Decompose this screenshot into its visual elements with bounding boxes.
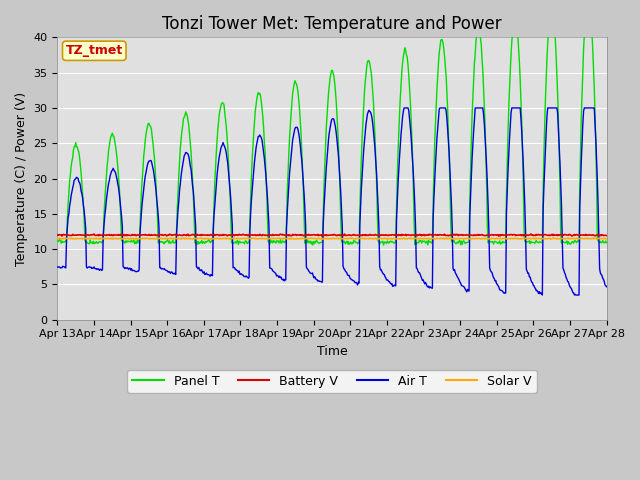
Title: Tonzi Tower Met: Temperature and Power: Tonzi Tower Met: Temperature and Power — [162, 15, 502, 33]
X-axis label: Time: Time — [317, 345, 348, 358]
Legend: Panel T, Battery V, Air T, Solar V: Panel T, Battery V, Air T, Solar V — [127, 370, 536, 393]
Text: TZ_tmet: TZ_tmet — [66, 44, 123, 57]
Y-axis label: Temperature (C) / Power (V): Temperature (C) / Power (V) — [15, 92, 28, 265]
